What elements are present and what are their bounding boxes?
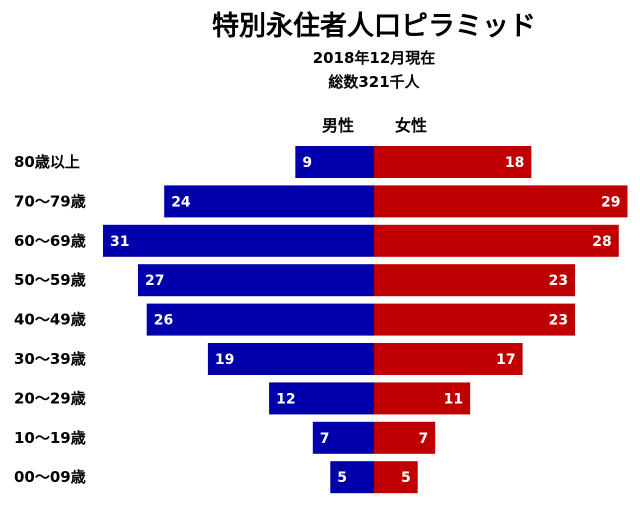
value-label-female: 29 [601, 194, 620, 210]
value-label-female: 5 [401, 470, 411, 486]
chart-title: 特別永住者人口ピラミッド [212, 10, 536, 42]
value-label-female: 18 [505, 155, 524, 171]
bar-female [374, 224, 619, 257]
bar-female [374, 146, 532, 178]
category-label: 10〜19歳 [14, 429, 86, 447]
bar-male [207, 343, 374, 375]
value-label-male: 31 [110, 234, 129, 250]
bar-female [374, 303, 576, 336]
value-label-male: 27 [145, 273, 164, 289]
bar-male [164, 185, 374, 218]
category-label: 50〜59歳 [14, 271, 86, 289]
value-label-female: 17 [496, 352, 515, 368]
category-label: 70〜79歳 [14, 192, 86, 210]
value-label-male: 5 [337, 470, 347, 486]
value-label-male: 26 [154, 313, 173, 329]
bar-male [103, 224, 374, 257]
bar-male [295, 146, 374, 178]
chart-subtitle-date: 2018年12月現在 [313, 49, 436, 67]
bar-female [374, 264, 576, 297]
bar-male [269, 382, 374, 415]
category-label: 00〜09歳 [14, 468, 86, 486]
value-label-female: 23 [549, 273, 568, 289]
bar-female [374, 382, 471, 415]
bar-male [330, 461, 374, 494]
value-label-male: 12 [276, 391, 295, 407]
value-label-female: 11 [444, 391, 463, 407]
value-label-female: 28 [592, 234, 611, 250]
value-label-male: 9 [302, 155, 312, 171]
category-label: 80歳以上 [14, 153, 80, 171]
bar-female [374, 185, 628, 218]
bar-male [146, 303, 374, 336]
value-label-male: 19 [215, 352, 234, 368]
value-label-female: 23 [549, 313, 568, 329]
bar-female [374, 461, 418, 494]
value-label-male: 24 [171, 194, 191, 210]
bars-group: 80歳以上 9 18 70〜79歳 24 29 60〜69歳 31 28 50〜59歳 27 23 40… [14, 146, 628, 494]
value-label-female: 7 [418, 431, 428, 447]
bar-female [374, 343, 523, 375]
chart-subtitle-total: 総数321千人 [328, 73, 420, 91]
legend-male: 男性 [322, 116, 354, 135]
bar-male [137, 264, 374, 297]
bar-female [374, 421, 436, 454]
legend-female: 女性 [395, 116, 427, 135]
category-label: 30〜39歳 [14, 350, 86, 368]
bar-male [312, 421, 374, 454]
category-label: 40〜49歳 [14, 311, 86, 329]
category-label: 20〜29歳 [14, 389, 86, 407]
value-label-male: 7 [320, 431, 330, 447]
category-label: 60〜69歳 [14, 232, 86, 250]
